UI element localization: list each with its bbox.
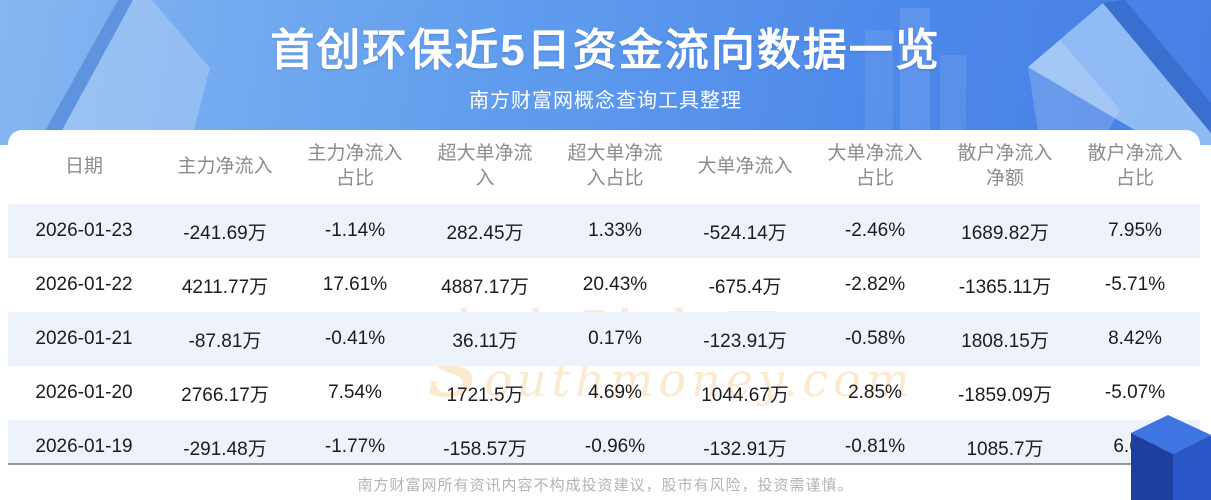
value-cell: -1859.09万 [957,384,1052,406]
table-row: 2026-01-19 -291.48万 -1.77% -158.57万 -0.96% -1… [8,420,1200,463]
column-header: 主力净流入 占比 [307,143,403,189]
table-header: 日期 主力净流入 主力净流入 占比 超大单净流 入超大单净流 入占比 大单净流入 大单净流… [8,130,1200,204]
value-cell: -0.58% [844,328,906,349]
column-header: 日期 [64,155,103,177]
table-row: 2026-01-20 2766.17万 7.54% 1721.5万 4.69% 1044.… [8,366,1200,420]
page-title: 首创环保近5日资金流向数据一览 [270,26,941,75]
column-header: 超大单净流 入 [437,143,533,189]
value-cell: 2766.17万 [181,384,269,406]
value-cell: 0.17% [588,328,642,349]
corner-cube-decoration [1131,415,1211,500]
value-cell: -1.77% [324,436,386,457]
value-cell: -87.81万 [188,330,262,352]
header-banner: 首创环保近5日资金流向数据一览 南方财富网概念查询工具整理 [0,0,1211,145]
value-cell: -524.14万 [703,222,787,244]
value-cell: -1365.11万 [958,276,1052,298]
table-row: 2026-01-21 -87.81万 -0.41% 36.11万 0.17% -123.9… [8,312,1200,366]
column-header: 超大单净流 入占比 [567,143,663,189]
value-cell: 1.33% [588,220,642,241]
value-cell: 4211.77万 [181,276,269,298]
table-body: 2026-01-23 -241.69万 -1.14% 282.45万 1.33% -524… [8,204,1200,463]
value-cell: -132.91万 [703,438,787,460]
column-header: 散户净流入 净额 [957,143,1053,189]
date-cell: 2026-01-19 [35,436,133,457]
date-cell: 2026-01-23 [35,220,133,241]
value-cell: -241.69万 [183,222,267,244]
value-cell: -1.14% [324,220,386,241]
value-cell: 20.43% [582,274,648,295]
data-table-card: 南方财富网 southmoney.com 日期 主力净流入 主力净流入 占比 超大单净… [8,130,1200,465]
value-cell: -2.46% [844,220,906,241]
date-cell: 2026-01-21 [35,328,133,349]
table-row: 2026-01-23 -241.69万 -1.14% 282.45万 1.33% -524… [8,204,1200,258]
value-cell: -5.71% [1104,274,1166,295]
value-cell: 17.61% [322,274,388,295]
value-cell: 7.54% [328,382,382,403]
value-cell: 4887.17万 [441,276,529,298]
value-cell: 7.95% [1108,220,1162,241]
value-cell: -291.48万 [183,438,267,460]
value-cell: 36.11万 [452,330,518,352]
value-cell: -2.82% [844,274,906,295]
value-cell: -0.96% [584,436,646,457]
value-cell: 1044.67万 [701,384,789,406]
value-cell: 1808.15万 [961,330,1049,352]
page-subtitle: 南方财富网概念查询工具整理 [469,90,742,112]
value-cell: -0.81% [844,436,906,457]
header-row: 日期 主力净流入 主力净流入 占比 超大单净流 入超大单净流 入占比 大单净流入 大单净流… [8,130,1200,204]
column-header: 散户净流入 占比 [1087,143,1183,189]
column-header: 大单净流入 [697,155,793,177]
footer-disclaimer: 南方财富网所有资讯内容不构成投资建议，股市有风险，投资需谨慎。 [357,477,854,494]
column-header: 大单净流入 占比 [827,143,923,189]
watermark-chinese: 南方财富网 [436,305,796,368]
value-cell: 1689.82万 [961,222,1049,244]
value-cell: 1721.5万 [446,384,524,406]
value-cell: 4.69% [588,382,642,403]
value-cell: -123.91万 [703,330,787,352]
date-cell: 2026-01-22 [35,274,133,295]
watermark-english: southmoney.com [428,303,915,420]
value-cell: -158.57万 [443,438,527,460]
fund-flow-table: 日期 主力净流入 主力净流入 占比 超大单净流 入超大单净流 入占比 大单净流入 大单净流… [8,130,1200,463]
value-cell: 8.42% [1108,328,1162,349]
value-cell: 282.45万 [446,222,524,244]
table-row: 2026-01-22 4211.77万 17.61% 4887.17万 20.43% -6… [8,258,1200,312]
value-cell: 1085.7万 [966,438,1044,460]
value-cell: -0.41% [324,328,386,349]
column-header: 主力净流入 [177,155,273,177]
value-cell: -5.07% [1104,382,1166,403]
value-cell: 2.85% [848,382,902,403]
date-cell: 2026-01-20 [35,382,133,403]
value-cell: -675.4万 [708,276,782,298]
